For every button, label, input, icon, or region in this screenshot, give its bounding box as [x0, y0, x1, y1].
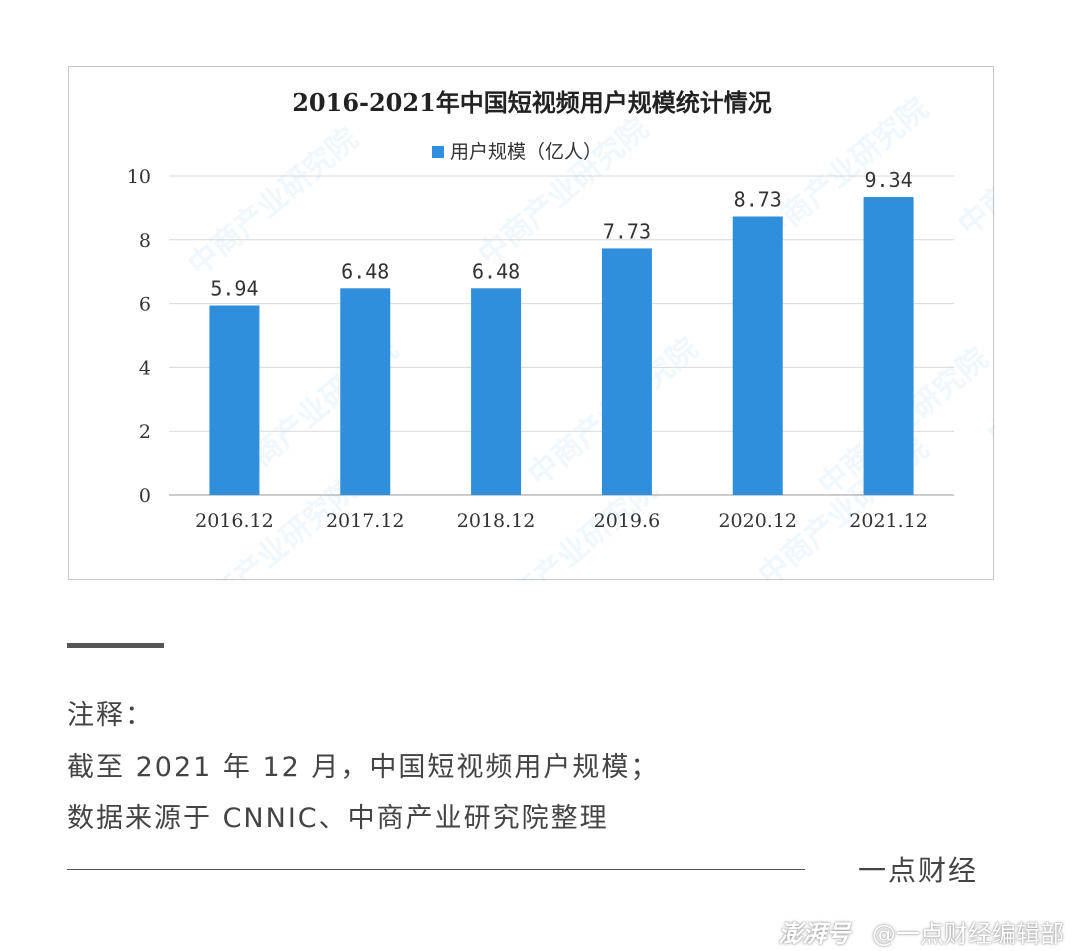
brand-name: 一点财经: [858, 854, 979, 887]
watermark-text: 中商产业研究院: [182, 121, 365, 283]
x-tick-label: 2016.12: [195, 510, 274, 532]
legend-swatch: [432, 146, 444, 158]
y-tick-label: 0: [139, 485, 151, 507]
y-tick-label: 2: [139, 421, 151, 443]
y-tick-label: 4: [139, 357, 151, 379]
bar: [863, 197, 914, 495]
notes-line-1: 截至 2021 年 12 月，中国短视频用户规模；: [67, 752, 660, 783]
chart-frame: 中商产业研究院 中商产业研究院 中商产业研究院 中商产业研究院 中商产业研究院 中商产业研…: [68, 66, 995, 581]
y-tick-label: 8: [139, 230, 151, 252]
data-label: 8.73: [734, 188, 782, 212]
footer-logo: 澎湃号: [778, 920, 851, 948]
y-tick-label: 6: [139, 294, 151, 316]
x-tick-label: 2021.12: [849, 510, 928, 532]
bar: [732, 216, 783, 495]
chart-title: 2016-2021年中国短视频用户规模统计情况: [292, 88, 772, 117]
bar: [209, 305, 260, 495]
footer-watermark: 澎湃号 @一点财经编辑部: [778, 914, 1064, 949]
data-label: 6.48: [472, 259, 520, 283]
y-tick-label: 10: [127, 166, 151, 188]
section-divider: [67, 643, 164, 648]
data-label: 7.73: [603, 219, 651, 243]
bar: [340, 288, 391, 495]
data-label: 9.34: [864, 168, 912, 192]
bottom-rule: [67, 869, 805, 870]
x-tick-label: 2019.6: [594, 510, 660, 532]
notes-line-2: 数据来源于 CNNIC、中商产业研究院整理: [67, 803, 609, 834]
legend-label: 用户规模（亿人）: [450, 141, 602, 163]
bar: [471, 288, 522, 495]
x-tick-label: 2020.12: [718, 510, 797, 532]
watermark-text: 中商产业研究院: [952, 81, 995, 243]
x-tick-label: 2018.12: [457, 510, 536, 532]
data-label: 6.48: [341, 259, 389, 283]
bar: [601, 248, 652, 495]
notes-title: 注释：: [67, 700, 154, 731]
footer-handle: @一点财经编辑部: [872, 920, 1064, 948]
data-label: 5.94: [210, 277, 258, 301]
x-tick-label: 2017.12: [326, 510, 405, 532]
